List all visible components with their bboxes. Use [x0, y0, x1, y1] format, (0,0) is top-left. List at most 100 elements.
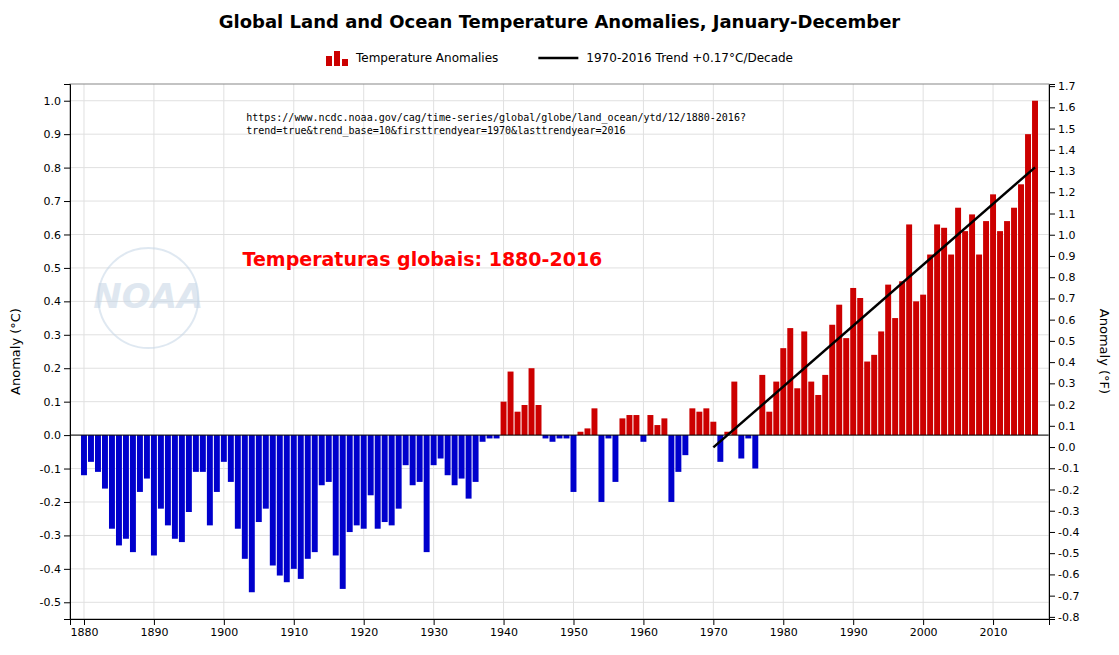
bar: [347, 435, 353, 532]
bar: [410, 435, 416, 485]
tick-label: 1.1: [1058, 208, 1076, 221]
grid-line: [70, 501, 1049, 502]
tick: 0.6: [44, 228, 71, 241]
tick: 0.6: [1049, 314, 1076, 327]
bar: [633, 415, 639, 435]
grid-line: [70, 167, 1049, 168]
tick-mark: [64, 602, 70, 603]
tick-mark: [64, 134, 70, 135]
tick: 0.1: [44, 396, 71, 409]
text-line: trend=true&trend_base=10&firsttrendyear=…: [246, 125, 625, 137]
tick: 1930: [420, 619, 448, 639]
bar: [536, 405, 542, 435]
tick-label: -0.8: [1058, 611, 1079, 624]
bar: [158, 435, 164, 509]
bar: [193, 435, 199, 472]
text-line: https://www.ncdc.noaa.gov/cag/time-serie…: [246, 112, 746, 124]
grid: [70, 84, 1049, 619]
bar: [1025, 134, 1031, 435]
bar: [983, 221, 989, 435]
bar: [745, 435, 751, 438]
legend: Temperature Anomalies1970-2016 Trend +0.…: [326, 51, 793, 67]
bar: [403, 435, 409, 465]
tick-label: 2000: [910, 626, 938, 639]
bar: [396, 435, 402, 509]
tick-label: -0.1: [1058, 462, 1079, 475]
tick-mark: [64, 168, 70, 169]
tick: 0.7: [44, 195, 71, 208]
bar: [501, 402, 507, 435]
tick: 0.3: [44, 329, 71, 342]
bar: [95, 435, 101, 472]
tick-label: 0.9: [44, 128, 62, 141]
bar: [913, 301, 919, 435]
bar: [326, 435, 332, 482]
bar: [955, 208, 961, 435]
tick-label: -0.2: [1058, 484, 1079, 497]
tick: -0.4: [40, 563, 70, 576]
tick-label: -0.5: [40, 596, 61, 609]
tick-label: -0.2: [40, 496, 61, 509]
tick: 0.9: [44, 128, 71, 141]
bar: [850, 288, 856, 435]
tick-mark: [1049, 532, 1055, 533]
tick-mark: [783, 619, 784, 625]
bar: [221, 435, 227, 462]
grid-line: [83, 84, 84, 619]
bar: [801, 331, 807, 435]
bar: [340, 435, 346, 589]
bar: [214, 435, 220, 492]
y-axis: -0.5-0.4-0.3-0.2-0.10.00.10.20.30.40.50.…: [40, 85, 71, 620]
legend-icon: [334, 51, 340, 66]
tick-label: 0.0: [1058, 441, 1076, 454]
bar: [878, 331, 884, 435]
tick-mark: [1049, 574, 1055, 575]
grid-line: [70, 602, 1049, 603]
tick-mark: [64, 469, 70, 470]
tick: -0.2: [1049, 484, 1079, 497]
tick: 1.1: [1049, 208, 1076, 221]
tick: 0.5: [1049, 335, 1076, 348]
bar: [389, 435, 395, 525]
tick: 1880: [70, 619, 98, 639]
x-axis: 1880189019001910192019301940195019601970…: [70, 619, 1049, 639]
tick-label: 0.8: [1058, 271, 1076, 284]
tick-mark: [294, 619, 295, 625]
tick-mark: [1049, 129, 1055, 130]
tick: 0.4: [1049, 356, 1076, 369]
tick-mark: [64, 502, 70, 503]
tick: 1910: [280, 619, 308, 639]
tick-mark: [154, 619, 155, 625]
tick: 1.0: [1049, 229, 1076, 242]
tick-label: -0.4: [40, 563, 61, 576]
tick-label: 0.3: [1058, 377, 1076, 390]
tick-label: 0.6: [1058, 314, 1076, 327]
tick-label: 1.0: [1058, 229, 1076, 242]
bar: [766, 412, 772, 435]
tick: 0.3: [1049, 377, 1076, 390]
bar: [661, 418, 667, 435]
tick: 1950: [560, 619, 588, 639]
tick-mark: [64, 234, 70, 235]
bar: [270, 435, 276, 565]
tick-label: 0.9: [1058, 250, 1076, 263]
tick-label: 0.7: [44, 195, 62, 208]
bar: [871, 355, 877, 435]
tick-label: -0.4: [1058, 526, 1079, 539]
tick-mark: [993, 619, 994, 625]
tick-label: 1960: [630, 626, 658, 639]
tick: 1.0: [44, 95, 71, 108]
plot-area: NOAA188018901900191019201930194019501960…: [40, 80, 1080, 639]
bar: [906, 224, 912, 435]
bar: [298, 435, 304, 579]
tick-label: 0.8: [44, 162, 62, 175]
tick-mark: [1049, 383, 1055, 384]
tick-label: 0.1: [1058, 420, 1076, 433]
bar: [752, 435, 758, 468]
bar: [179, 435, 185, 542]
bar: [319, 435, 325, 485]
bar: [1032, 101, 1038, 435]
legend-icon: [342, 59, 348, 66]
tick-mark: [64, 535, 70, 536]
tick-label: 1970: [700, 626, 728, 639]
